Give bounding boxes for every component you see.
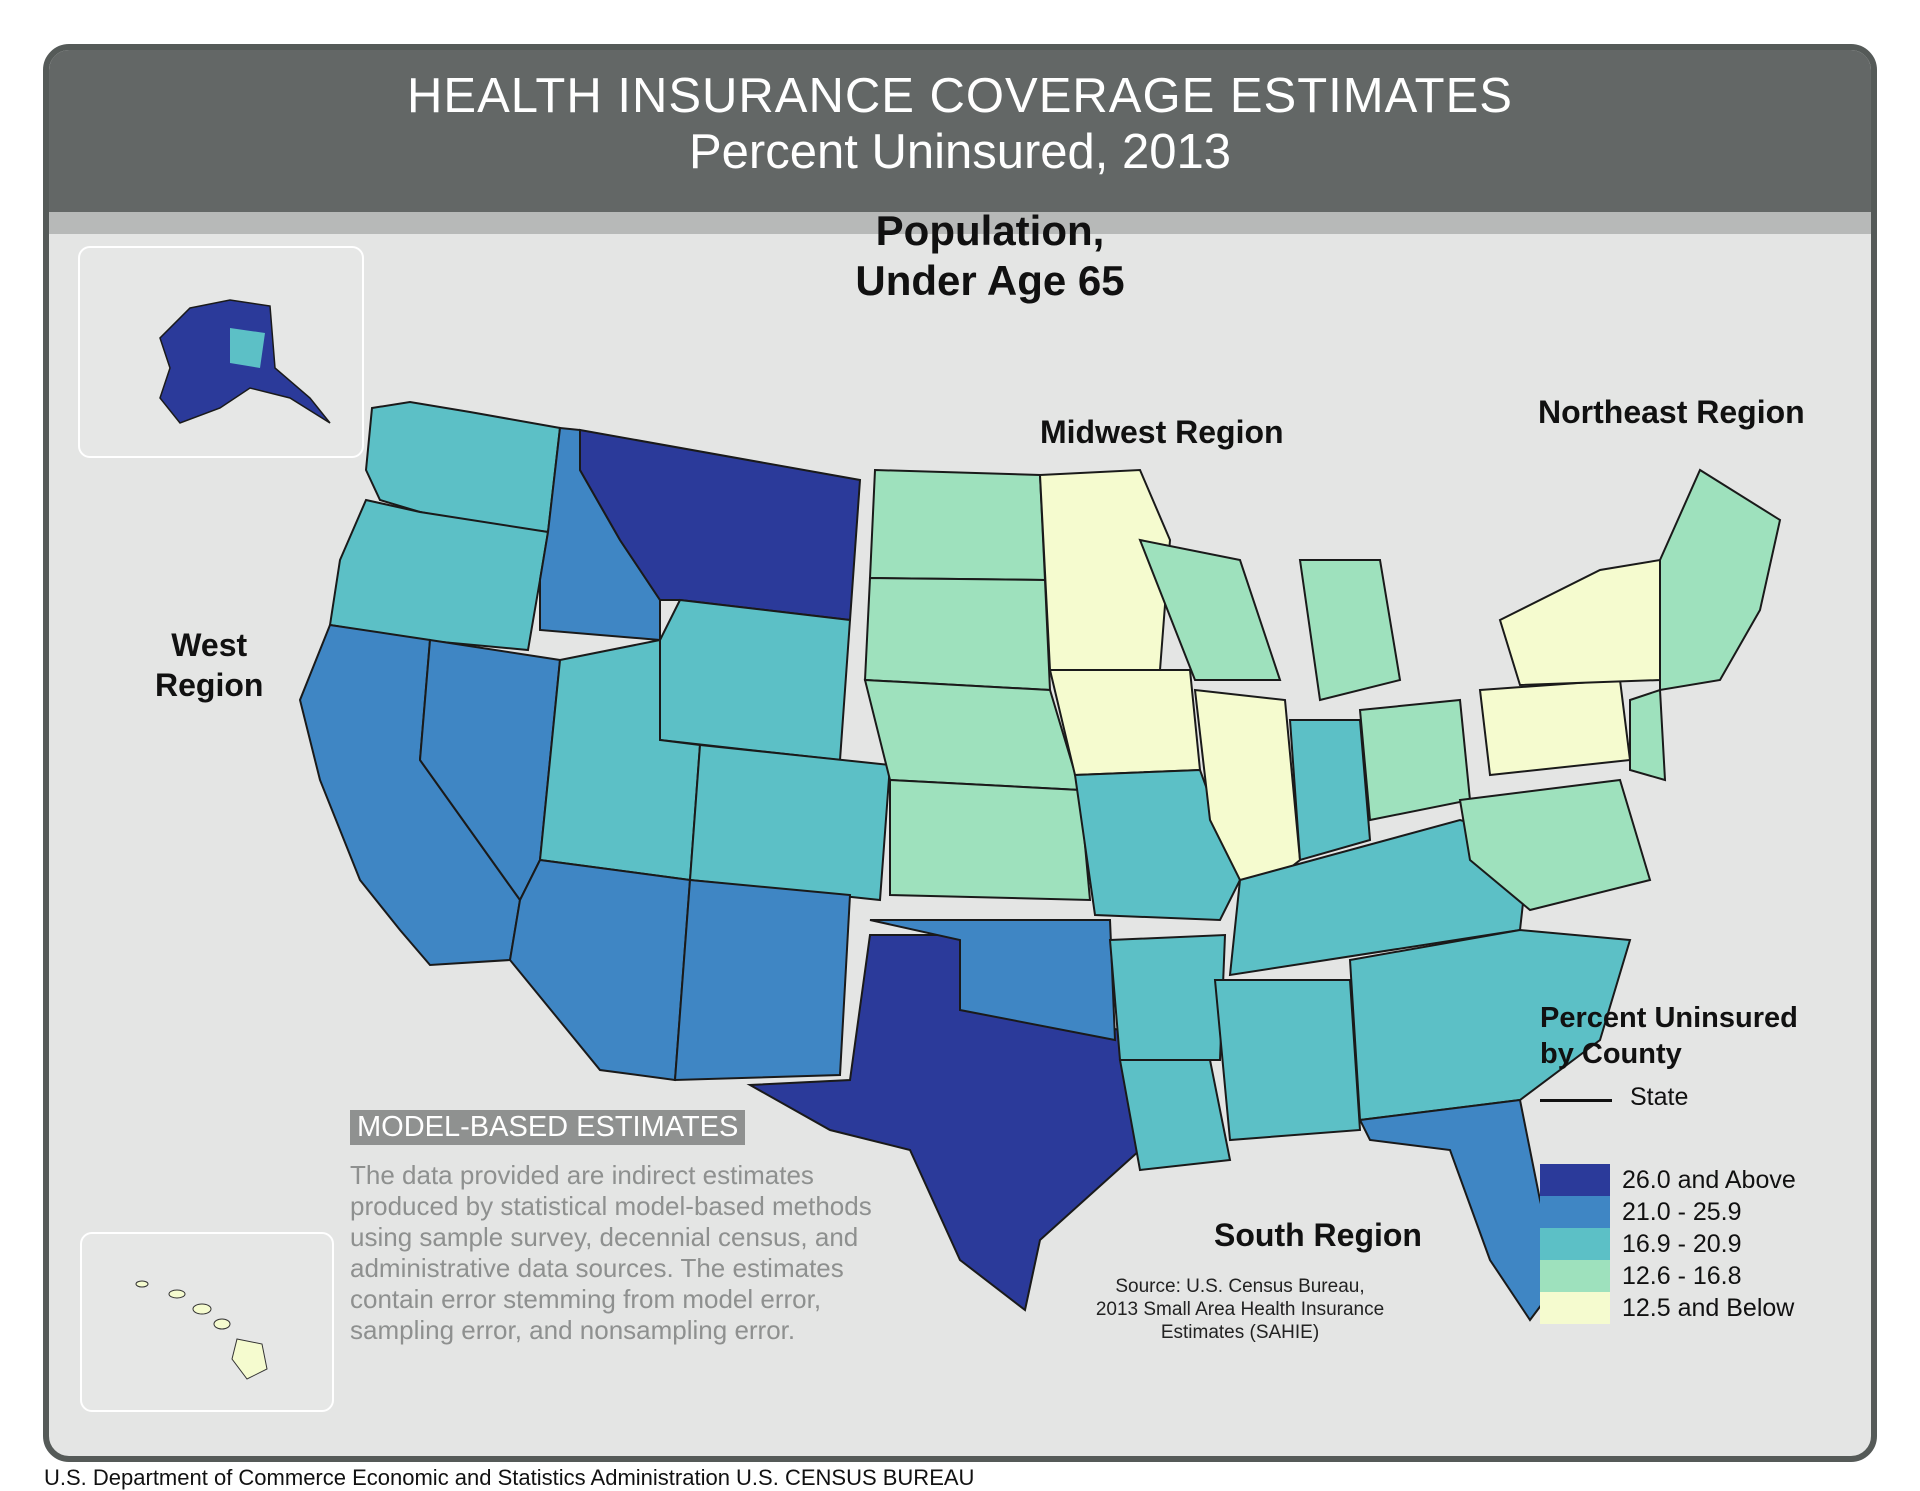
state-michigan	[1298, 559, 1402, 702]
state-montana	[579, 428, 862, 622]
hawaii-map	[135, 1280, 268, 1380]
legend-swatch	[1540, 1260, 1610, 1292]
source-note: Source: U.S. Census Bureau, 2013 Small A…	[1095, 1276, 1385, 1343]
state-new-york	[1498, 558, 1661, 687]
state-wyoming	[659, 598, 852, 762]
header-underband	[49, 212, 1871, 234]
alaska-map	[159, 299, 331, 424]
midwest-region-shapes	[863, 468, 1472, 922]
state-florida	[1358, 1098, 1562, 1322]
northeast-region-shapes	[1478, 468, 1782, 782]
state-iowa	[1048, 669, 1202, 777]
legend-title: Percent Uninsured by County	[1540, 1002, 1798, 1070]
state-minnesota	[1038, 468, 1172, 671]
state-new-mexico	[673, 878, 852, 1082]
map-title: HEALTH INSURANCE COVERAGE ESTIMATES	[407, 69, 1513, 123]
state-wisconsin	[1138, 538, 1282, 681]
state-nebraska	[863, 678, 1082, 792]
state-arkansas	[1108, 933, 1227, 1061]
state-oklahoma	[869, 919, 1117, 1042]
legend-swatch	[1540, 1196, 1610, 1228]
state-virginia-wv-md	[1458, 778, 1652, 912]
state-mississippi-alabama	[1213, 979, 1362, 1142]
state-line-symbol	[1540, 1099, 1612, 1102]
state-new-jersey	[1629, 688, 1667, 782]
state-north-dakota	[868, 468, 1047, 582]
map-subtitle: Percent Uninsured, 2013	[688, 125, 1232, 179]
legend-swatch	[1540, 1292, 1610, 1324]
state-pennsylvania	[1478, 678, 1632, 777]
region-label-northeast: Northeast Region	[1538, 394, 1805, 430]
state-ohio	[1358, 698, 1472, 822]
state-oregon	[328, 498, 550, 652]
legend-state-label: State	[1630, 1083, 1689, 1111]
footer-agencies: U.S. Department of Commerce Economic and…	[44, 1465, 975, 1490]
south-region-shapes	[746, 778, 1652, 1322]
model-based-text: The data provided are indirect estimates…	[350, 1160, 872, 1345]
state-colorado	[688, 743, 892, 902]
legend-class-label: 26.0 and Above	[1622, 1166, 1796, 1194]
hawaii-inset	[80, 1232, 334, 1412]
region-label-west: West Region	[155, 627, 264, 703]
model-based-badge: MODEL-BASED ESTIMATES	[350, 1110, 746, 1145]
state-louisiana	[1118, 1059, 1232, 1172]
state-south-dakota	[863, 576, 1052, 692]
west-region-shapes	[298, 400, 892, 1082]
region-label-midwest: Midwest Region	[1040, 414, 1284, 450]
state-missouri	[1073, 768, 1242, 922]
legend-class-label: 12.6 - 16.8	[1622, 1262, 1742, 1290]
legend-class-label: 21.0 - 25.9	[1622, 1198, 1742, 1226]
region-label-south: South Region	[1214, 1217, 1422, 1253]
state-kansas	[889, 778, 1092, 902]
state-new-england	[1659, 468, 1782, 692]
legend-class-label: 16.9 - 20.9	[1622, 1230, 1742, 1258]
alaska-inset	[78, 246, 364, 458]
population-title: Population, Under Age 65	[855, 207, 1125, 304]
state-arizona	[508, 858, 692, 1082]
legend-class-label: 12.5 and Below	[1622, 1294, 1795, 1322]
header-banner: HEALTH INSURANCE COVERAGE ESTIMATES Perc…	[49, 50, 1871, 212]
state-indiana	[1288, 719, 1372, 862]
legend-swatch	[1540, 1228, 1610, 1260]
legend-swatch	[1540, 1164, 1610, 1196]
